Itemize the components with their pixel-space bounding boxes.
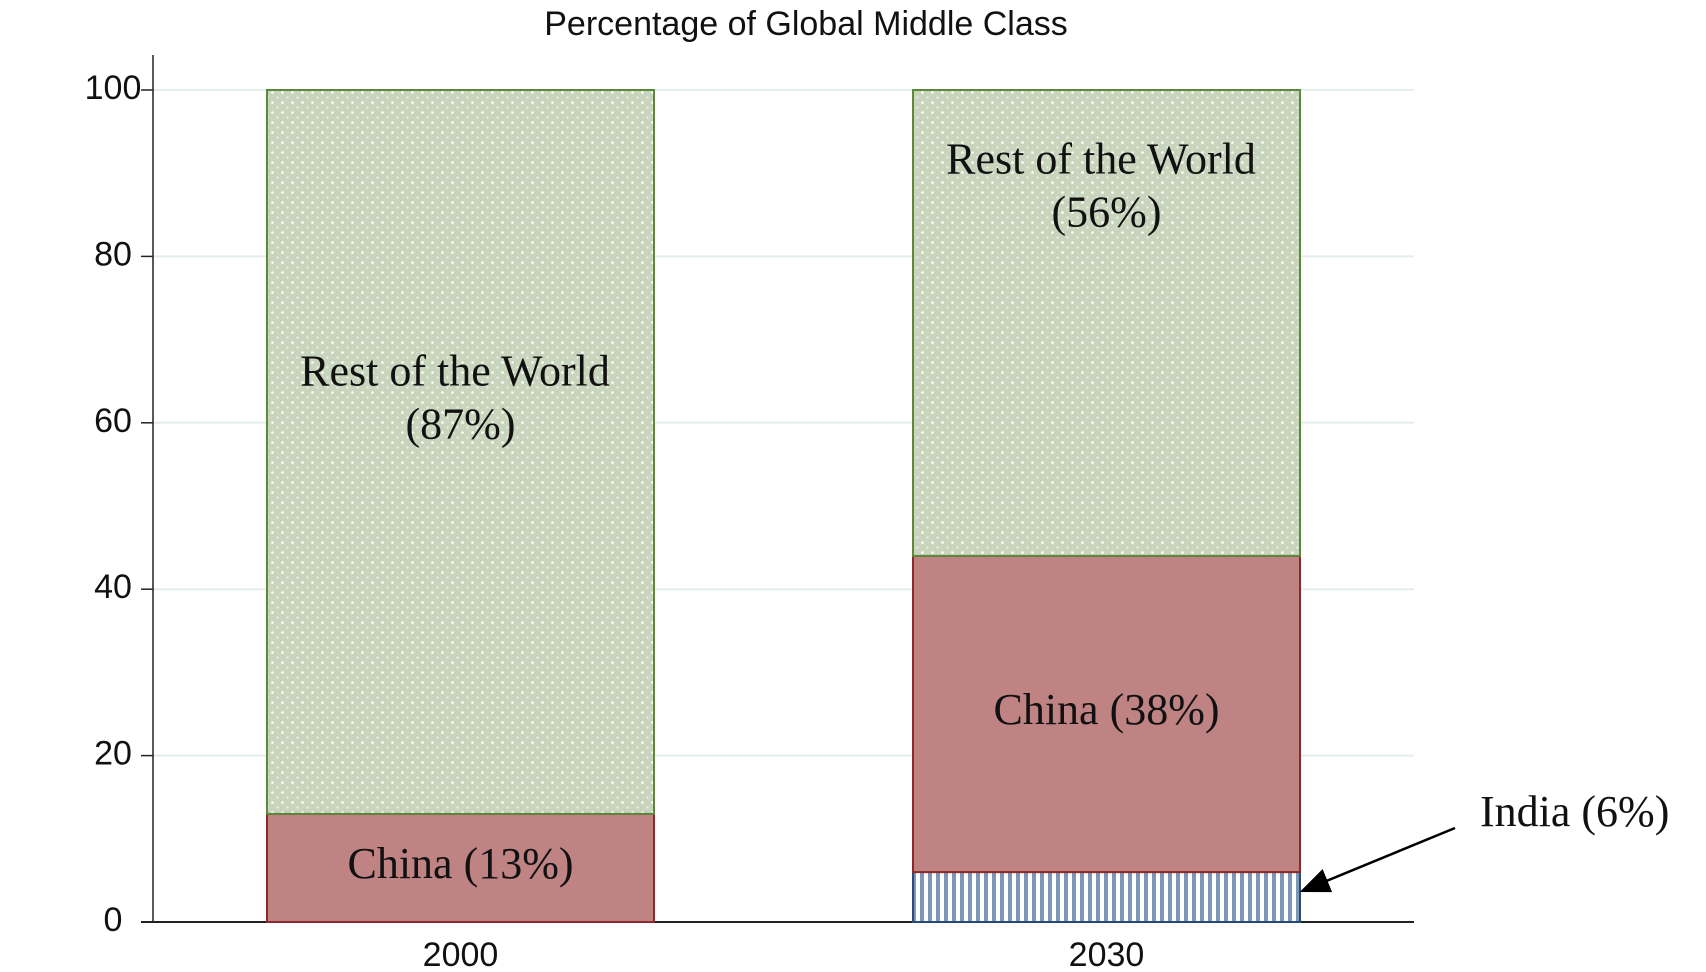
y-tick-label: 40 [94,568,132,606]
data-label: India (6%) [1480,787,1669,836]
bar-segment [912,871,1301,924]
data-label: China (38%) [993,685,1219,734]
bar-segment [266,812,655,924]
label-arrow [1299,826,1456,893]
y-tick-label: 60 [94,402,132,440]
y-tick-label: 20 [94,735,132,773]
x-tick-label: 2000 [423,936,499,972]
data-label: Rest of the World (56%) [946,135,1267,237]
chart-title: Percentage of Global Middle Class [544,5,1068,43]
y-tick-label: 0 [104,901,123,939]
data-label: Rest of the World (87%) [300,347,621,449]
bar-segment [912,89,1301,557]
bar-segment [266,89,655,815]
data-label: China (13%) [347,839,573,888]
x-tick-label: 2030 [1069,936,1145,972]
y-tick-label: 100 [85,69,142,107]
bar-segment [912,554,1301,874]
y-tick-label: 80 [94,235,132,273]
